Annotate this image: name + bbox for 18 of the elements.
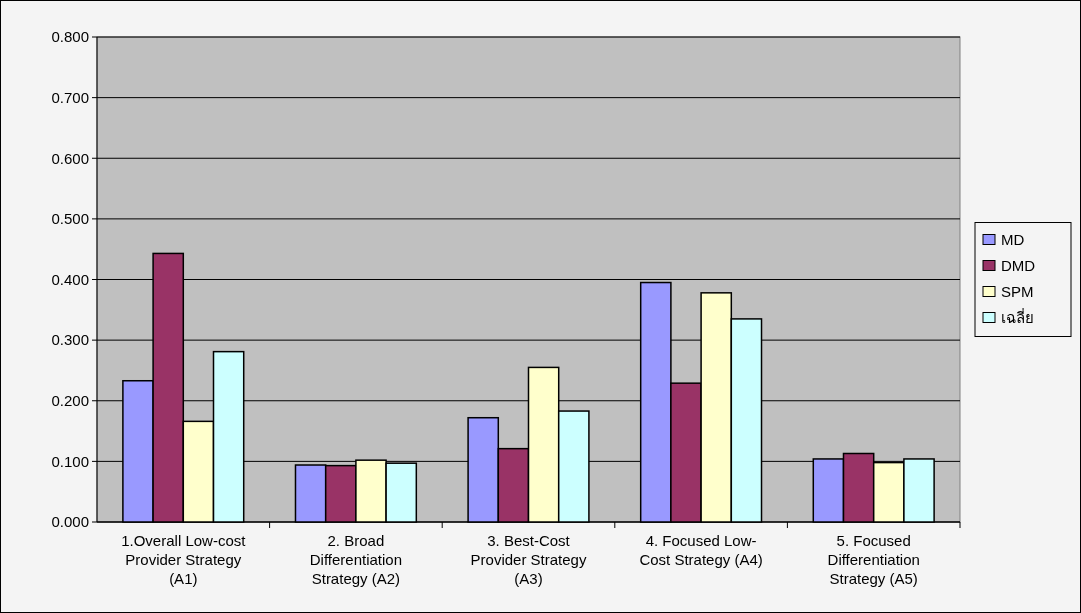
- y-tick-label: 0.300: [51, 331, 89, 349]
- y-tick-label: 0.000: [51, 513, 89, 531]
- y-tick-label: 0.500: [51, 210, 89, 228]
- x-tick-label: 1.Overall Low-cost Provider Strategy (A1): [121, 532, 247, 587]
- y-tick-label: 0.800: [51, 28, 89, 46]
- y-tick-label: 0.200: [51, 392, 89, 409]
- x-tick-label: 2. Broad Differentiation Strategy (A2): [309, 532, 403, 587]
- legend-label: MD: [1001, 230, 1025, 248]
- y-tick-label: 0.700: [51, 88, 89, 106]
- legend-label: SPM: [1001, 282, 1034, 300]
- y-tick-label: 0.600: [51, 149, 89, 167]
- x-tick-label: 4. Focused Low-Cost Strategy (A4): [639, 532, 763, 568]
- y-tick-label: 0.100: [51, 452, 89, 470]
- legend-label: เฉลี่ย: [1001, 306, 1034, 326]
- x-tick-label: 3. Best-Cost Provider Strategy (A3): [470, 532, 587, 587]
- x-tick-label: 5. Focused Differentiation Strategy (A5): [827, 532, 920, 587]
- y-tick-label: 0.400: [51, 270, 89, 288]
- legend-label: DMD: [1001, 256, 1036, 274]
